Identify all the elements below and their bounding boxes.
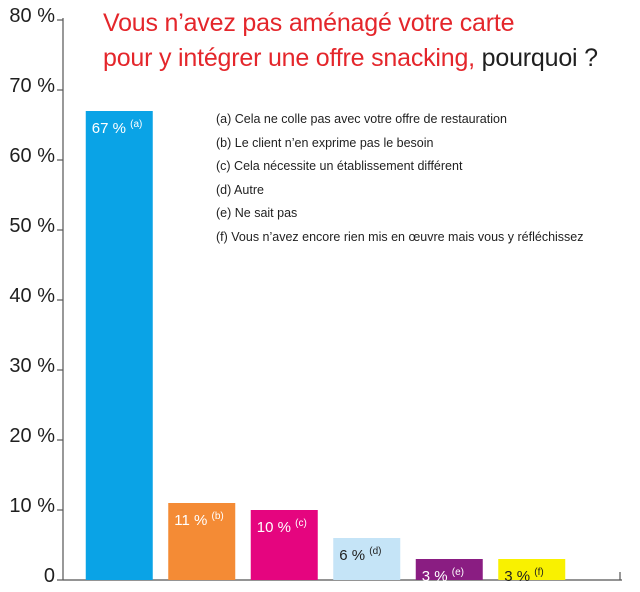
y-tick-label: 80 % [9, 5, 55, 27]
chart-title: Vous n’avez pas aménagé votre carte pour… [103, 6, 598, 76]
bar-6 [498, 559, 566, 580]
y-tick-label: 70 % [9, 75, 55, 97]
bar-category-label: (f) [534, 567, 543, 578]
bar-category-label: (b) [212, 511, 224, 522]
bar-value-label: 11 % (b) [174, 511, 223, 529]
bar-2 [168, 503, 236, 580]
legend: (a) Cela ne colle pas avec votre offre d… [216, 111, 584, 253]
title-line-2-red: pour y intégrer une offre snacking, [103, 44, 475, 72]
bar-category-label: (e) [452, 567, 464, 578]
y-tick-label: 10 % [9, 495, 55, 517]
title-line-1: Vous n’avez pas aménagé votre carte [103, 9, 515, 37]
legend-item-b: (b) Le client n’en exprime pas le besoin [216, 135, 434, 150]
bar-category-label: (c) [295, 518, 307, 529]
y-tick-label: 20 % [9, 425, 55, 447]
legend-item-d: (d) Autre [216, 182, 264, 197]
y-tick-label: 30 % [9, 355, 55, 377]
legend-item-f: (f) Vous n’avez encore rien mis en œuvre… [216, 229, 584, 244]
y-tick-label: 60 % [9, 145, 55, 167]
bar-value-label: 67 % (a) [92, 119, 143, 137]
bar-4 [333, 538, 401, 580]
bar-1 [85, 111, 153, 580]
legend-item-a: (a) Cela ne colle pas avec votre offre d… [216, 112, 507, 126]
legend-item-c: (c) Cela nécessite un établissement diff… [216, 159, 463, 174]
bar-value-label: 3 % (f) [504, 567, 543, 585]
y-tick-label: 50 % [9, 215, 55, 237]
legend-item-e: (e) Ne sait pas [216, 206, 298, 221]
y-tick-label: 40 % [9, 285, 55, 307]
bar-category-label: (a) [130, 119, 142, 130]
bar-5 [415, 559, 483, 580]
title-line-2-black: pourquoi ? [474, 44, 598, 72]
title-line-2: pour y intégrer une offre snacking, pour… [103, 41, 598, 76]
bar-value-label: 3 % (e) [422, 567, 464, 585]
bar-3 [250, 510, 318, 580]
bar-category-label: (d) [369, 546, 381, 557]
y-tick-label: 0 [44, 565, 55, 587]
bar-value-label: 10 % (c) [257, 518, 307, 536]
